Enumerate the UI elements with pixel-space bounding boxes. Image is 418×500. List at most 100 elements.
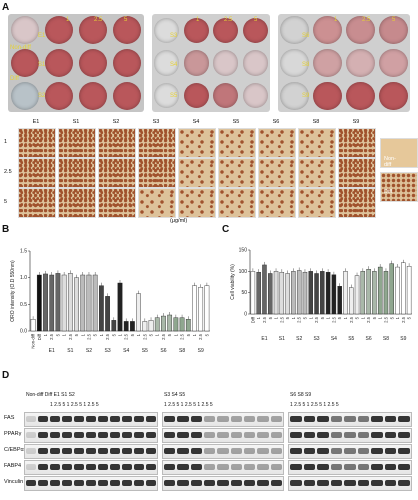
blot-band xyxy=(357,464,370,470)
plate3-row-label-3: S9 xyxy=(302,93,310,99)
micro-column-header: S2 xyxy=(112,119,120,125)
plate1-diff-label: Diff xyxy=(10,76,19,82)
culture-plate-2 xyxy=(152,14,270,112)
x-tick-label: 5 xyxy=(93,333,98,336)
micro-image-tile xyxy=(58,128,96,158)
blot-band xyxy=(384,448,397,454)
plate2-row-label-1: S3 xyxy=(170,33,178,39)
x-tick-label: 2.5 xyxy=(349,316,354,322)
y-axis-title: Cell viability (%) xyxy=(230,264,236,300)
x-tick-label: 1 xyxy=(256,316,261,319)
bar xyxy=(148,320,154,332)
x-tick-label: 2.5 xyxy=(262,316,267,322)
blot-protein-label: FAS xyxy=(4,415,15,421)
blot-band xyxy=(357,480,370,486)
bar xyxy=(142,321,148,332)
bar xyxy=(279,271,285,315)
x-tick-label: 2.5 xyxy=(366,316,371,322)
bar xyxy=(86,274,92,332)
blot-band xyxy=(26,464,36,470)
plate-well xyxy=(10,48,40,78)
group-label: S2 xyxy=(296,336,302,342)
x-tick-label: 2.5 xyxy=(331,316,336,322)
blot-band xyxy=(204,416,216,422)
blot-band xyxy=(317,480,329,486)
plate-well xyxy=(112,81,142,110)
plate-well xyxy=(44,81,74,110)
blot-band xyxy=(330,416,343,422)
bar xyxy=(273,271,279,315)
plate-well xyxy=(313,48,342,78)
plate2-col-label-3: 5 xyxy=(254,17,258,23)
bar xyxy=(30,319,36,332)
control-label-diff: Diff xyxy=(384,189,393,195)
blot-band xyxy=(190,464,202,470)
blot-band xyxy=(38,480,48,486)
plate-well xyxy=(213,50,239,76)
blot-band xyxy=(62,448,72,454)
blot-band xyxy=(122,480,132,486)
blot-band xyxy=(62,432,72,438)
x-tick-label: 2.5 xyxy=(105,333,110,339)
blot-band xyxy=(98,464,108,470)
bar xyxy=(198,287,204,332)
blot-band xyxy=(217,480,229,486)
micro-row-header: 5 xyxy=(4,199,8,205)
blot-band xyxy=(204,448,216,454)
blot-band xyxy=(317,448,329,454)
blot-band xyxy=(244,464,256,470)
x-tick-label: 5 xyxy=(167,333,172,336)
micro-image-tile xyxy=(218,128,256,158)
x-tick-label: 5 xyxy=(337,316,342,319)
blot-band xyxy=(50,416,60,422)
micro-image-tile xyxy=(338,158,376,188)
group-label: S5 xyxy=(348,336,354,342)
blot-protein-label: PPARγ xyxy=(4,431,22,437)
blot-band xyxy=(134,464,144,470)
blot-strip xyxy=(288,460,412,475)
x-tick-label: 2.5 xyxy=(383,316,388,322)
blot-band xyxy=(270,416,282,422)
blot-band xyxy=(204,432,216,438)
bar xyxy=(262,264,267,315)
bar xyxy=(406,266,412,315)
bar xyxy=(74,277,79,332)
blot-band xyxy=(398,480,410,486)
x-tick-label: 2.5 xyxy=(49,333,54,339)
blot-band xyxy=(98,448,108,454)
control-label-non-diff: Non-diff xyxy=(384,156,396,168)
plate1-row-label-3: S2 xyxy=(38,93,46,99)
group-label: S1 xyxy=(67,348,73,354)
plate2-row-label-3: S5 xyxy=(170,93,178,99)
blot-band xyxy=(270,480,282,486)
blot-band xyxy=(62,480,72,486)
blot-band xyxy=(230,416,242,422)
blot-strip xyxy=(24,428,158,443)
micro-unit-label: (μg/ml) xyxy=(170,218,188,224)
bar xyxy=(360,271,366,315)
blot-band xyxy=(384,416,397,422)
blot-band xyxy=(74,480,84,486)
bar xyxy=(314,273,319,315)
x-tick-label: 5 xyxy=(407,316,412,319)
micro-image-tile xyxy=(138,188,176,218)
blot-strip xyxy=(24,460,158,475)
blot-band xyxy=(384,464,397,470)
blot-band xyxy=(204,480,216,486)
blot-band xyxy=(134,480,144,486)
x-tick-label: 2.5 xyxy=(161,333,166,339)
x-tick-label: 2.5 xyxy=(86,333,91,339)
micro-row-header: 1 xyxy=(4,139,8,145)
group-label: E1 xyxy=(49,348,55,354)
plate2-row-label-2: S4 xyxy=(170,62,178,68)
group-label: S6 xyxy=(160,348,166,354)
blot-strip xyxy=(288,476,412,491)
blot-band xyxy=(317,416,329,422)
plate-well xyxy=(183,50,209,76)
micro-image-tile xyxy=(258,188,296,218)
plate-well xyxy=(154,82,180,109)
blot-band xyxy=(357,448,370,454)
blot-strip xyxy=(24,412,158,427)
bar xyxy=(161,315,166,332)
